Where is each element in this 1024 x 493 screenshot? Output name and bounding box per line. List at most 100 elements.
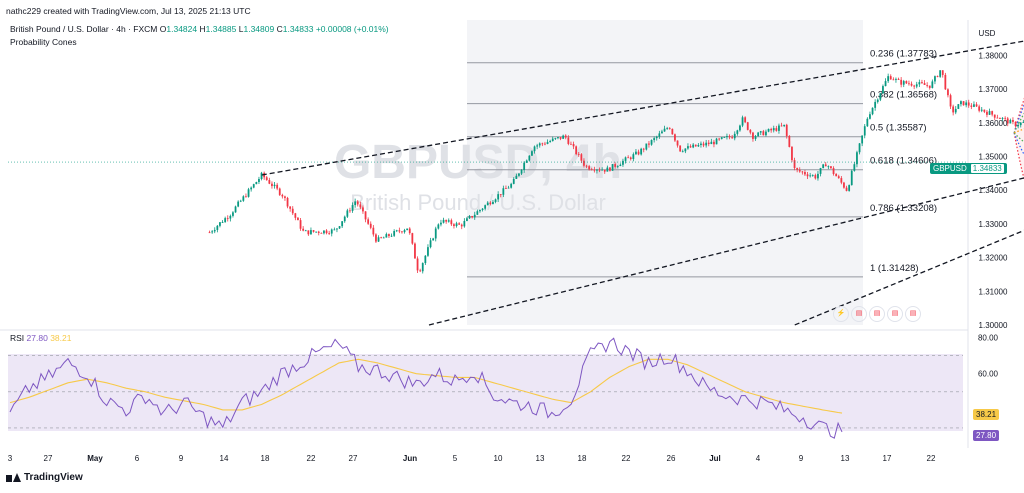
candle-body bbox=[949, 95, 952, 107]
candle-body bbox=[445, 219, 448, 222]
time-axis: 3 27 May 6 9 14 18 22 27 Jun 5 10 13 18 22 26 Jul 4 9 13 17 2… bbox=[8, 454, 936, 463]
candle-body bbox=[954, 108, 957, 113]
price-tick-label: 1.33000 bbox=[979, 220, 1008, 229]
fib-label: 0.5 (1.35587) bbox=[870, 123, 927, 134]
candle-body bbox=[762, 131, 765, 136]
candle-body bbox=[663, 128, 666, 132]
candle-body bbox=[380, 237, 383, 239]
candle-body bbox=[915, 84, 918, 87]
time-tick-label: 9 bbox=[799, 454, 804, 463]
candle-body bbox=[570, 143, 572, 145]
candle-body bbox=[999, 118, 1001, 119]
candle-body bbox=[996, 117, 999, 119]
candle-body bbox=[224, 218, 227, 223]
lightning-icon[interactable]: ⚡ bbox=[833, 306, 849, 322]
candle-body bbox=[416, 258, 419, 271]
tradingview-logo[interactable]: TradingView bbox=[6, 472, 83, 483]
candle-body bbox=[219, 222, 221, 226]
candle-body bbox=[346, 210, 349, 217]
candle-body bbox=[255, 182, 258, 185]
candle-body bbox=[590, 169, 593, 171]
rsi-tag: 27.80 bbox=[973, 430, 1000, 441]
rsi-band-background bbox=[8, 354, 963, 431]
fib-label: 1 (1.31428) bbox=[870, 263, 919, 274]
candle-body bbox=[562, 135, 565, 139]
candle-body bbox=[364, 211, 367, 220]
candle-body bbox=[523, 162, 526, 170]
candle-body bbox=[642, 148, 645, 150]
candle-body bbox=[689, 146, 692, 148]
candle-body bbox=[538, 143, 541, 146]
price-tick-label: 1.37000 bbox=[979, 85, 1008, 94]
candle-body bbox=[759, 131, 762, 133]
candle-body bbox=[944, 74, 947, 90]
us-flag-icon[interactable]: ▤ bbox=[887, 306, 903, 322]
symbol-line[interactable]: British Pound / U.S. Dollar · 4h · FXCM … bbox=[10, 24, 389, 34]
indicator-label[interactable]: Probability Cones bbox=[10, 37, 77, 47]
candle-body bbox=[702, 143, 705, 146]
candle-body bbox=[497, 194, 500, 200]
candle-body bbox=[356, 201, 359, 205]
candle-body bbox=[895, 78, 897, 80]
probability-cones bbox=[1013, 97, 1024, 181]
candle-body bbox=[650, 140, 653, 145]
candle-body bbox=[419, 270, 422, 272]
candle-body bbox=[533, 146, 536, 152]
candle-body bbox=[549, 141, 552, 143]
candle-body bbox=[819, 168, 822, 174]
candle-body bbox=[978, 106, 981, 111]
brand-name: TradingView bbox=[24, 472, 83, 483]
candle-body bbox=[671, 128, 674, 135]
candle-body bbox=[980, 109, 983, 111]
candle-body bbox=[229, 215, 232, 219]
candle-body bbox=[765, 131, 767, 136]
candle-body bbox=[679, 145, 682, 152]
candle-body bbox=[983, 109, 986, 112]
candle-body bbox=[616, 166, 619, 167]
candle-body bbox=[824, 164, 827, 167]
candle-body bbox=[801, 171, 804, 173]
time-tick-label: 22 bbox=[927, 454, 936, 463]
channel-lines bbox=[261, 40, 1024, 326]
candle-body bbox=[585, 165, 588, 167]
candle-body bbox=[874, 101, 877, 108]
candle-body bbox=[622, 160, 624, 165]
candle-body bbox=[728, 136, 731, 138]
cone-inner-line bbox=[1013, 132, 1024, 143]
candle-body bbox=[499, 194, 502, 195]
candle-body bbox=[869, 114, 871, 119]
us-flag-icon[interactable]: ▤ bbox=[869, 306, 885, 322]
us-flag-icon[interactable]: ▤ bbox=[851, 306, 867, 322]
candle-body bbox=[427, 247, 429, 256]
candle-body bbox=[770, 128, 773, 131]
high-label: H bbox=[199, 24, 206, 34]
candle-body bbox=[593, 169, 596, 171]
candle-body bbox=[798, 169, 801, 172]
candle-body bbox=[489, 202, 492, 205]
rsi-tick-label: 80.00 bbox=[978, 334, 999, 343]
candle-body bbox=[936, 76, 939, 77]
candle-body bbox=[707, 142, 710, 145]
symbol-name[interactable]: British Pound / U.S. Dollar · 4h · FXCM bbox=[10, 24, 158, 34]
rsi-ma-line bbox=[9, 358, 843, 414]
time-tick-label: 9 bbox=[179, 454, 184, 463]
candle-body bbox=[382, 237, 385, 239]
channel-line bbox=[794, 229, 1024, 326]
candle-body bbox=[281, 194, 284, 197]
candle-body bbox=[796, 167, 799, 170]
event-icons[interactable]: ⚡ ▤ ▤ ▤ ▤ bbox=[833, 306, 921, 322]
candle-body bbox=[349, 210, 351, 212]
candle-body bbox=[666, 128, 669, 129]
cone-outer-line bbox=[1013, 132, 1024, 181]
candle-body bbox=[395, 230, 398, 232]
rsi-legend[interactable]: RSI 27.80 38.21 bbox=[10, 333, 71, 343]
candle-body bbox=[694, 144, 697, 147]
time-tick-label: 26 bbox=[667, 454, 676, 463]
candle-body bbox=[247, 189, 250, 197]
us-flag-icon[interactable]: ▤ bbox=[905, 306, 921, 322]
cone-mid-line bbox=[1013, 132, 1024, 156]
time-tick-label: 4 bbox=[756, 454, 761, 463]
time-tick-label: 27 bbox=[349, 454, 358, 463]
time-tick-label: 5 bbox=[453, 454, 458, 463]
